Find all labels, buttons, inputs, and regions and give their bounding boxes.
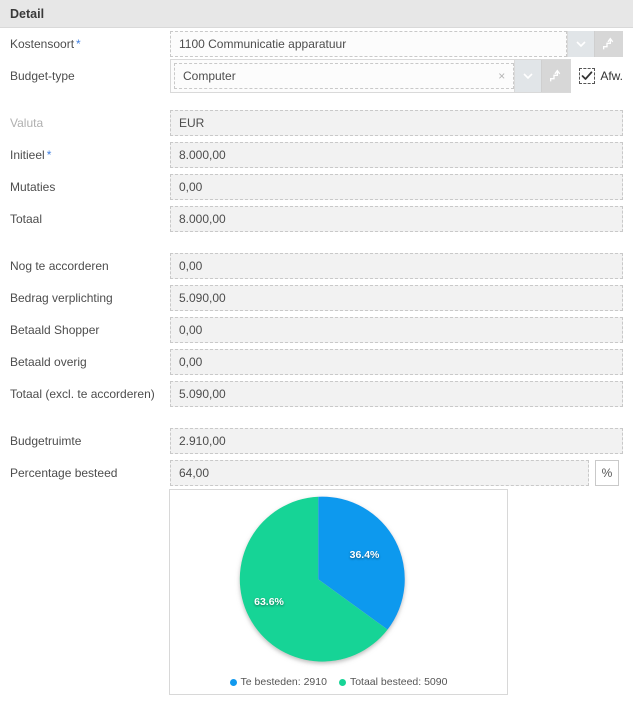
svg-text:63.6%: 63.6% xyxy=(254,596,284,608)
svg-text:36.4%: 36.4% xyxy=(350,549,380,561)
